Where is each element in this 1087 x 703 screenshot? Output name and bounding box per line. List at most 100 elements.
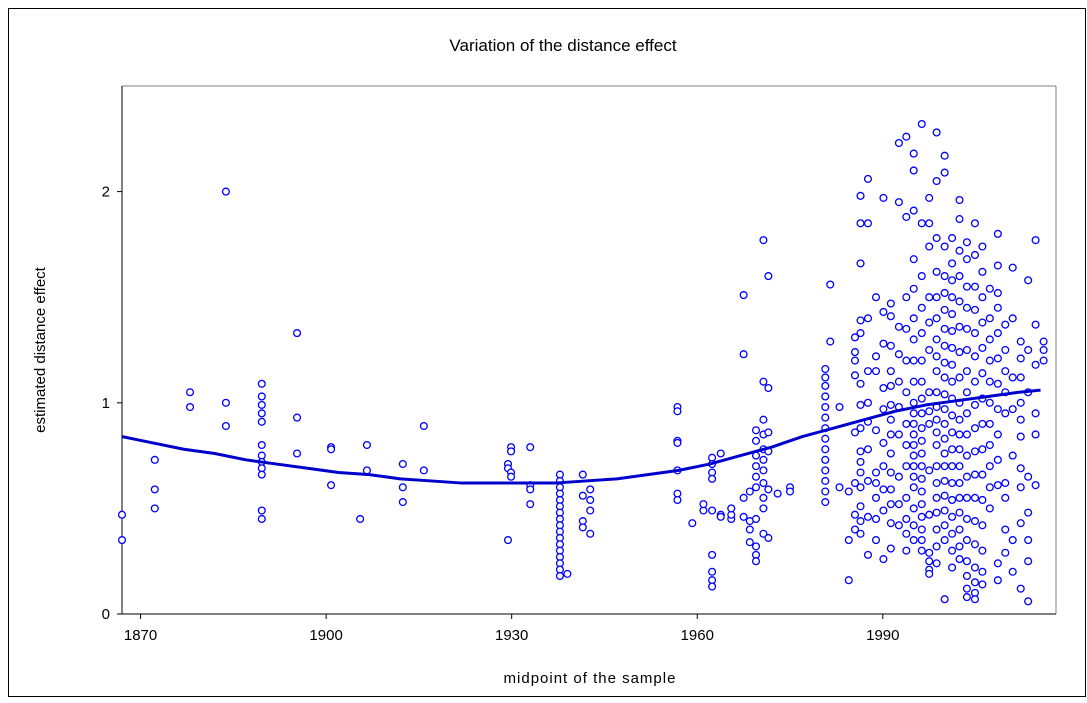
data-point	[1024, 276, 1033, 285]
data-point	[948, 512, 957, 521]
data-point	[902, 546, 911, 555]
data-point	[978, 521, 987, 530]
data-point	[863, 219, 873, 228]
data-point	[1024, 345, 1033, 355]
data-point	[940, 491, 949, 500]
data-point	[894, 138, 903, 148]
data-point	[925, 548, 934, 557]
data-point	[821, 455, 830, 464]
data-point	[894, 377, 903, 386]
data-point	[925, 407, 934, 416]
data-point	[932, 314, 941, 323]
data-point	[856, 191, 865, 200]
data-point	[909, 356, 918, 365]
data-point	[526, 443, 535, 452]
data-point	[993, 261, 1002, 270]
data-point	[257, 409, 266, 418]
data-point	[948, 326, 957, 336]
data-point	[940, 272, 949, 281]
data-point	[759, 529, 768, 538]
data-point	[985, 335, 994, 344]
data-point	[925, 557, 934, 566]
data-point	[955, 493, 964, 502]
data-point	[948, 546, 957, 555]
data-point	[764, 485, 773, 494]
data-point	[917, 546, 926, 555]
data-point	[948, 293, 957, 302]
data-point	[821, 445, 830, 454]
data-point	[886, 500, 895, 509]
data-point	[362, 440, 371, 450]
data-point	[932, 293, 941, 302]
data-point	[970, 493, 980, 502]
data-point	[739, 350, 748, 359]
data-point	[727, 504, 736, 513]
data-point	[821, 498, 830, 507]
data-point	[1039, 337, 1048, 346]
data-point	[327, 481, 336, 490]
data-point	[856, 529, 865, 538]
data-point	[821, 413, 830, 422]
data-point	[844, 536, 853, 545]
data-point	[886, 449, 895, 458]
data-point	[993, 481, 1002, 490]
data-point	[759, 479, 768, 488]
data-point	[759, 236, 768, 245]
data-point	[909, 440, 918, 450]
data-point	[925, 510, 934, 519]
data-point	[894, 500, 903, 509]
data-point	[716, 512, 725, 521]
data-point	[917, 424, 926, 433]
data-point	[955, 297, 964, 306]
data-point	[955, 322, 964, 331]
x-tick-label: 1930	[495, 627, 528, 644]
data-point	[955, 215, 964, 224]
data-point	[970, 470, 980, 479]
data-point	[917, 272, 926, 281]
data-point	[925, 293, 934, 302]
data-point	[419, 466, 428, 475]
x-axis-label: midpoint of the sample	[504, 670, 677, 687]
data-point	[932, 128, 941, 137]
data-point	[863, 476, 873, 485]
y-axis-label: estimated distance effect	[32, 266, 49, 432]
data-point	[940, 449, 949, 458]
data-point	[902, 493, 911, 502]
data-point	[1001, 409, 1010, 418]
data-point	[856, 457, 865, 466]
data-point	[879, 339, 888, 348]
data-point	[856, 219, 865, 228]
data-point	[962, 238, 971, 247]
data-point	[745, 525, 754, 534]
data-point	[962, 451, 971, 460]
data-point	[902, 514, 911, 524]
data-point	[932, 525, 941, 534]
data-point	[759, 415, 768, 424]
data-point	[978, 343, 987, 352]
data-point	[955, 445, 964, 454]
data-point	[856, 316, 865, 325]
data-point	[955, 373, 964, 382]
data-point	[917, 512, 926, 521]
data-point	[962, 303, 971, 312]
data-point	[940, 324, 949, 333]
data-point	[886, 341, 895, 350]
data-point	[398, 459, 407, 469]
data-point	[955, 542, 964, 551]
data-point	[993, 303, 1002, 312]
data-point	[970, 282, 980, 291]
data-point	[856, 447, 865, 456]
data-point	[751, 436, 761, 445]
data-point	[932, 335, 941, 344]
data-point	[292, 413, 302, 422]
data-point	[909, 419, 918, 428]
data-point	[1008, 373, 1017, 382]
data-point	[917, 394, 926, 403]
data-point	[962, 282, 971, 291]
data-point	[1016, 398, 1025, 407]
data-point	[902, 132, 911, 141]
data-point	[917, 356, 926, 365]
data-point	[932, 440, 941, 450]
data-point	[917, 525, 926, 534]
data-point	[962, 409, 971, 418]
